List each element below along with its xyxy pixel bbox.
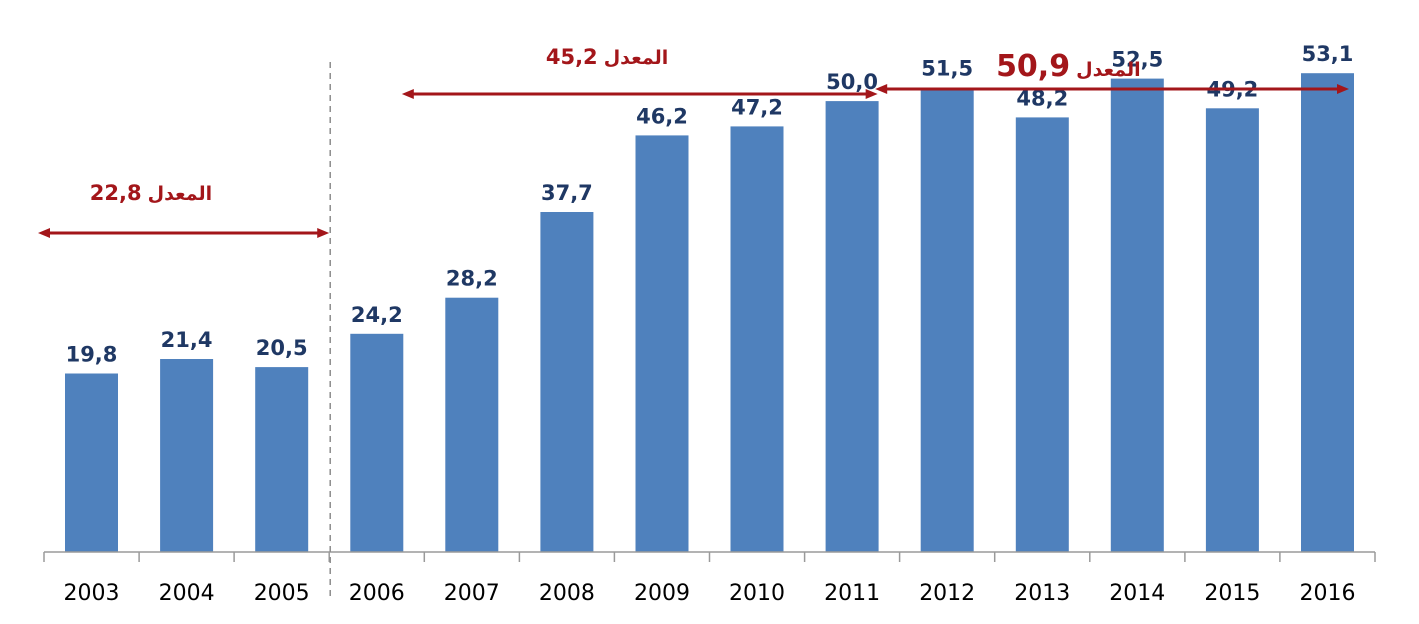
arrow-head-left <box>38 228 50 238</box>
average-annotation-2: 45,2 المعدل <box>401 45 878 99</box>
tick-label-2012: 2012 <box>919 581 975 606</box>
bar-2005 <box>255 367 309 552</box>
value-label-2012: 51,5 <box>921 57 973 81</box>
x-axis: 2003 2004 2005 2006 2007 2008 2009 2010 2011 2012… <box>43 551 1376 606</box>
tick-label-2006: 2006 <box>349 581 405 606</box>
x-axis-ticks <box>43 552 1376 562</box>
bar-2013 <box>1015 117 1069 553</box>
value-labels-group: 19,8 21,4 20,5 24,2 28,2 37,7 46,2 47,2 50,0 51,5… <box>66 42 1354 366</box>
tick-label-2009: 2009 <box>634 581 690 606</box>
tick-label-2016: 2016 <box>1300 581 1356 606</box>
bar-2016 <box>1301 73 1354 552</box>
average-label-text: المعدل <box>604 47 669 69</box>
x-axis-tick-labels: 2003 2004 2005 2006 2007 2008 2009 2010 2011 2012… <box>64 581 1356 606</box>
value-label-2009: 46,2 <box>636 104 688 128</box>
bar-2004 <box>160 359 214 552</box>
arrow-head-right <box>865 89 878 99</box>
bar-2011 <box>825 101 879 552</box>
arrow-head-right <box>1337 84 1349 94</box>
tick-label-2011: 2011 <box>824 581 880 606</box>
average-annotation-3: 50,9 المعدل <box>875 49 1349 94</box>
bar-2007 <box>445 297 499 552</box>
average-value: 50,9 <box>996 49 1070 84</box>
tick-label-2008: 2008 <box>539 581 595 606</box>
average-label-text: المعدل <box>148 183 213 205</box>
bar-2012 <box>920 87 974 552</box>
average-annotation-1: 22,8 المعدل <box>38 181 330 238</box>
value-label-2008: 37,7 <box>541 181 593 205</box>
bar-2010 <box>730 126 784 553</box>
bar-2006 <box>350 333 404 552</box>
tick-label-2015: 2015 <box>1204 581 1260 606</box>
value-label-2010: 47,2 <box>731 95 783 119</box>
value-label-2011: 50,0 <box>826 70 878 94</box>
value-label-2006: 24,2 <box>351 303 403 327</box>
average-annotations: 22,8 المعدل 45,2 المعدل 50,9 المعدل <box>38 45 1349 238</box>
tick-label-2014: 2014 <box>1109 581 1165 606</box>
arrow-head-left <box>875 84 888 94</box>
bar-2015 <box>1205 108 1259 553</box>
tick-label-2004: 2004 <box>159 581 215 606</box>
bars-group <box>65 73 1354 553</box>
tick-label-2013: 2013 <box>1014 581 1070 606</box>
bar-2003 <box>65 373 118 552</box>
value-label-2016: 53,1 <box>1302 42 1354 66</box>
tick-label-2005: 2005 <box>254 581 310 606</box>
average-value: 45,2 <box>546 45 598 69</box>
value-label-2014: 52,5 <box>1111 48 1163 72</box>
value-label-2003: 19,8 <box>66 343 118 367</box>
bar-2014 <box>1110 78 1164 552</box>
bar-2008 <box>540 212 594 552</box>
arrow-head-left <box>401 89 414 99</box>
bar-2009 <box>635 135 689 552</box>
value-label-2007: 28,2 <box>446 267 498 291</box>
arrow-head-right <box>317 228 330 238</box>
tick-label-2007: 2007 <box>444 581 500 606</box>
average-value: 22,8 <box>90 181 142 205</box>
average-label-text: المعدل <box>1076 59 1141 81</box>
tick-label-2010: 2010 <box>729 581 785 606</box>
value-label-2005: 20,5 <box>256 336 308 360</box>
value-label-2004: 21,4 <box>161 328 213 352</box>
tick-label-2003: 2003 <box>64 581 120 606</box>
